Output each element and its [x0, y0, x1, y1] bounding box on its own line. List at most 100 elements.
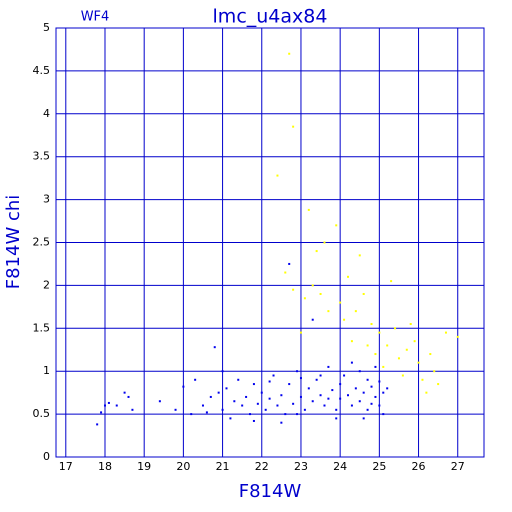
point — [413, 340, 416, 343]
point — [397, 357, 400, 360]
point — [249, 413, 252, 416]
point — [343, 374, 346, 377]
point — [213, 346, 216, 349]
x-tick-label: 21 — [216, 460, 230, 473]
point — [358, 370, 361, 373]
y-tick-label: 2 — [43, 278, 50, 291]
point — [288, 52, 291, 55]
point — [127, 395, 130, 398]
point — [378, 331, 381, 334]
point — [437, 383, 440, 386]
chart-subtitle: WF4 — [81, 10, 110, 25]
point — [401, 374, 404, 377]
point — [315, 250, 318, 253]
point — [225, 387, 228, 390]
point — [390, 280, 393, 283]
x-tick-label: 22 — [255, 460, 269, 473]
x-tick-label: 18 — [98, 460, 112, 473]
point — [335, 417, 338, 420]
point — [350, 404, 353, 407]
y-tick-label: 5 — [43, 21, 50, 34]
point — [268, 397, 271, 400]
point — [339, 383, 342, 386]
y-tick-label: 1 — [43, 364, 50, 377]
point — [370, 323, 373, 326]
point — [374, 353, 377, 356]
point — [299, 331, 302, 334]
point — [107, 401, 110, 404]
point — [284, 271, 287, 274]
point — [241, 404, 244, 407]
point — [299, 377, 302, 380]
point — [201, 404, 204, 407]
point — [433, 370, 436, 373]
point — [327, 310, 330, 313]
point — [209, 395, 212, 398]
point — [346, 394, 349, 397]
x-tick-label: 26 — [412, 460, 426, 473]
point — [303, 408, 306, 411]
point — [323, 404, 326, 407]
point — [252, 419, 255, 422]
point — [182, 385, 185, 388]
point — [311, 318, 314, 321]
point — [264, 408, 267, 411]
point — [217, 391, 220, 394]
point — [174, 408, 177, 411]
x-tick-label: 17 — [59, 460, 73, 473]
point — [299, 395, 302, 398]
y-tick-label: 0.5 — [33, 407, 51, 420]
chart-title: lmc_u4ax84 — [213, 6, 328, 28]
point — [296, 413, 299, 416]
x-tick-label: 24 — [333, 460, 347, 473]
point — [284, 413, 287, 416]
point — [327, 397, 330, 400]
point — [343, 318, 346, 321]
point — [237, 378, 240, 381]
x-axis-label: F814W — [239, 481, 302, 502]
point — [288, 262, 291, 265]
point — [378, 380, 381, 383]
point — [292, 402, 295, 405]
point — [276, 404, 279, 407]
point — [96, 423, 99, 426]
point — [358, 400, 361, 403]
point — [366, 344, 369, 347]
point — [307, 387, 310, 390]
point — [131, 408, 134, 411]
point — [335, 224, 338, 227]
point — [280, 421, 283, 424]
point — [221, 408, 224, 411]
point — [103, 404, 106, 407]
point — [311, 400, 314, 403]
point — [382, 391, 385, 394]
point — [370, 385, 373, 388]
point — [378, 404, 381, 407]
point — [386, 387, 389, 390]
y-tick-label: 2.5 — [33, 236, 51, 249]
point — [252, 383, 255, 386]
point — [115, 404, 118, 407]
y-tick-label: 4.5 — [33, 64, 51, 77]
point — [358, 254, 361, 257]
point — [272, 374, 275, 377]
point — [394, 327, 397, 330]
point — [339, 301, 342, 304]
point — [444, 331, 447, 334]
point — [382, 365, 385, 368]
point — [327, 365, 330, 368]
point — [346, 275, 349, 278]
point — [292, 288, 295, 291]
point — [233, 400, 236, 403]
x-tick-label: 27 — [451, 460, 465, 473]
point — [319, 374, 322, 377]
point — [319, 292, 322, 295]
point — [366, 408, 369, 411]
point — [362, 292, 365, 295]
point — [260, 391, 263, 394]
point — [339, 397, 342, 400]
point — [421, 378, 424, 381]
point — [409, 323, 412, 326]
